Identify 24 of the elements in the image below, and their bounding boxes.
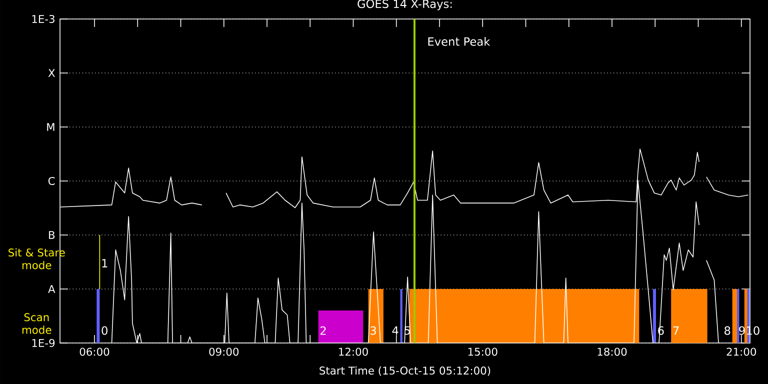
x-tick-label: 06:00 bbox=[80, 348, 110, 356]
annotation: 7 bbox=[673, 326, 679, 335]
x-tick-label: 09:00 bbox=[209, 348, 239, 356]
y-tick-label: 1E-3 bbox=[32, 14, 54, 24]
y-tick-label: C bbox=[48, 176, 55, 186]
text: Scan mode bbox=[22, 313, 52, 334]
y-tick-label: A bbox=[48, 285, 56, 293]
y-tick-label: M bbox=[47, 123, 54, 131]
annotation: 3 bbox=[370, 326, 376, 335]
y-tick-label: B bbox=[49, 231, 55, 239]
x-tick-label: 18:00 bbox=[598, 348, 627, 356]
y-tick-label: X bbox=[48, 69, 55, 77]
chart-title: GOES 14 X-Rays: bbox=[358, 0, 452, 10]
annotation: 8 bbox=[724, 326, 730, 335]
x-tick-label: 12:00 bbox=[339, 348, 368, 356]
annotation: 2 bbox=[320, 326, 326, 335]
x-tick-label: 15:00 bbox=[468, 348, 498, 356]
annotation: 0 bbox=[102, 326, 108, 335]
annotation: 1 bbox=[102, 259, 108, 268]
x-tick-label: 21:00 bbox=[726, 348, 756, 356]
y-tick-label: 1E-9 bbox=[32, 338, 55, 348]
annotation: 4 bbox=[392, 326, 398, 335]
ref-line-label: Event Peak bbox=[428, 37, 490, 46]
x-axis-title: Start Time (15-Oct-15 05:12:00) bbox=[320, 366, 490, 376]
